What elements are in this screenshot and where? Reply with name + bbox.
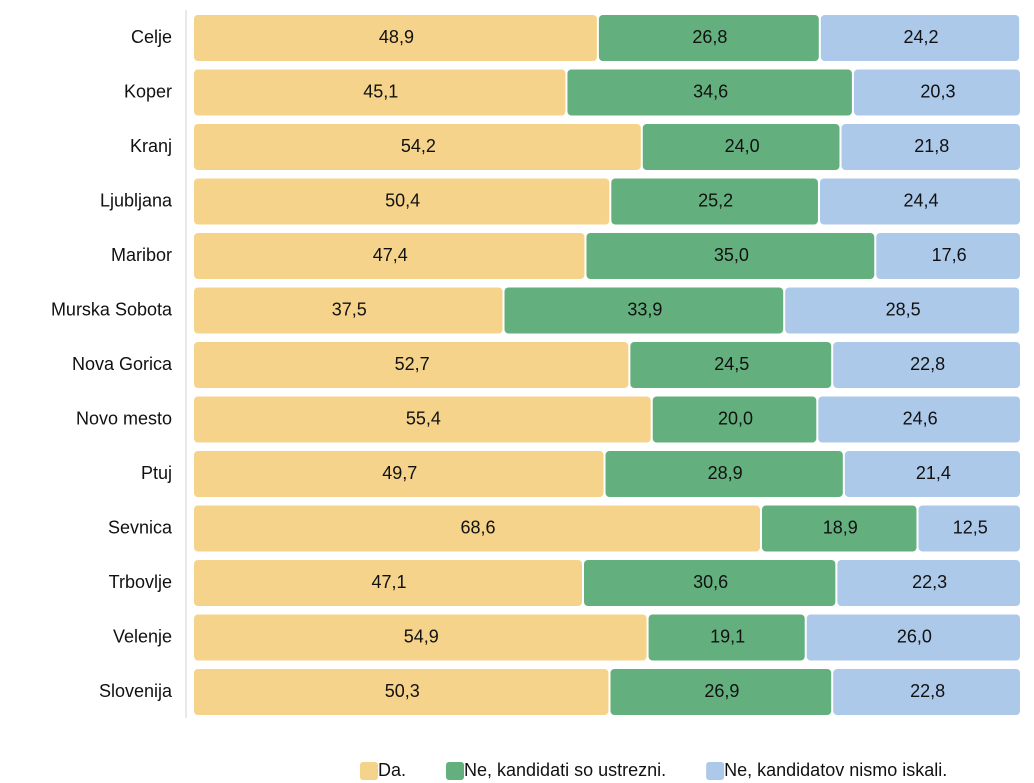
data-label: 17,6 [932, 245, 967, 265]
data-label: 55,4 [406, 408, 441, 428]
data-label: 24,0 [725, 136, 760, 156]
data-label: 24,2 [903, 27, 938, 47]
bar-segment [586, 233, 875, 279]
y-tick-label: Novo mesto [76, 408, 172, 428]
data-label: 47,1 [371, 572, 406, 592]
y-tick-label: Slovenija [99, 681, 173, 701]
bar-segment [762, 505, 917, 552]
y-tick-label: Velenje [113, 626, 172, 646]
bar-segment [610, 669, 832, 715]
bar-segment [844, 451, 1020, 497]
bar-segment [194, 178, 610, 225]
data-label: 20,3 [920, 81, 955, 101]
data-label: 35,0 [714, 245, 749, 265]
data-label: 34,6 [693, 81, 728, 101]
y-tick-label: Kranj [130, 136, 172, 156]
legend-swatch [446, 762, 465, 780]
bar-segment [504, 287, 784, 334]
bar-segment [853, 69, 1020, 116]
bar-segment [652, 396, 817, 443]
y-tick-label: Nova Gorica [72, 354, 173, 374]
bar-segment [876, 233, 1020, 279]
data-label: 30,6 [693, 572, 728, 592]
bar-segment [785, 287, 1020, 334]
bar-segment [194, 69, 566, 116]
data-label: 54,2 [401, 136, 436, 156]
data-label: 37,5 [332, 299, 367, 319]
data-label: 28,9 [708, 463, 743, 483]
bar-segment [605, 451, 843, 497]
bar-segment [194, 124, 641, 170]
data-label: 54,9 [404, 626, 439, 646]
y-tick-label: Koper [124, 81, 172, 101]
bar-segment [833, 669, 1020, 715]
bar-segment [611, 178, 818, 225]
bar-segment [833, 342, 1020, 388]
data-label: 19,1 [710, 626, 745, 646]
y-tick-label: Ljubljana [100, 190, 173, 210]
data-label: 22,8 [910, 681, 945, 701]
data-label: 52,7 [395, 354, 430, 374]
y-tick-label: Maribor [111, 245, 172, 265]
y-tick-label: Murska Sobota [51, 299, 173, 319]
bar-segment [194, 505, 761, 552]
y-tick-label: Ptuj [141, 463, 172, 483]
data-label: 50,3 [385, 681, 420, 701]
legend-label: Da. [378, 760, 406, 780]
data-label: 26,8 [692, 27, 727, 47]
data-label: 12,5 [953, 517, 988, 537]
bar-segment [194, 396, 651, 443]
bar-segment [819, 178, 1020, 225]
bar-segment [648, 614, 805, 661]
data-label: 28,5 [886, 299, 921, 319]
legend-label: Ne, kandidati so ustrezni. [464, 760, 666, 780]
data-label: 50,4 [385, 190, 420, 210]
y-tick-label: Celje [131, 27, 172, 47]
legend-swatch [360, 762, 378, 780]
bar-segment [918, 505, 1020, 552]
bar-segment [194, 287, 503, 334]
bar-segment [841, 124, 1020, 170]
y-tick-label: Trbovlje [109, 572, 172, 592]
data-label: 48,9 [379, 27, 414, 47]
bar-segment [567, 69, 852, 116]
bar-segment [194, 233, 585, 279]
bar-segment [194, 560, 582, 606]
bar-segment [194, 15, 597, 61]
data-label: 20,0 [718, 408, 753, 428]
legend-swatch [706, 762, 725, 780]
data-label: 24,4 [903, 190, 938, 210]
bar-segment [598, 15, 819, 61]
bar-segment [837, 560, 1020, 606]
bar-segment [806, 614, 1020, 661]
bar-segment [818, 396, 1020, 443]
legend-label: Ne, kandidatov nismo iskali. [724, 760, 947, 780]
data-label: 21,4 [916, 463, 951, 483]
data-label: 24,6 [903, 408, 938, 428]
y-tick-label: Sevnica [108, 517, 173, 537]
bar-segment [642, 124, 840, 170]
data-label: 33,9 [627, 299, 662, 319]
bar-segment [194, 342, 629, 388]
bar-segment [194, 669, 609, 715]
data-label: 47,4 [373, 245, 408, 265]
data-label: 49,7 [382, 463, 417, 483]
bar-segment [820, 15, 1020, 61]
bar-segment [583, 560, 836, 606]
data-label: 24,5 [714, 354, 749, 374]
bar-segment [194, 614, 647, 661]
data-label: 22,8 [910, 354, 945, 374]
data-label: 45,1 [363, 81, 398, 101]
data-label: 22,3 [912, 572, 947, 592]
data-label: 26,0 [897, 626, 932, 646]
data-label: 26,9 [704, 681, 739, 701]
data-label: 25,2 [698, 190, 733, 210]
bar-segment [194, 451, 604, 497]
data-label: 18,9 [823, 517, 858, 537]
data-label: 21,8 [914, 136, 949, 156]
bar-segment [630, 342, 832, 388]
data-label: 68,6 [460, 517, 495, 537]
